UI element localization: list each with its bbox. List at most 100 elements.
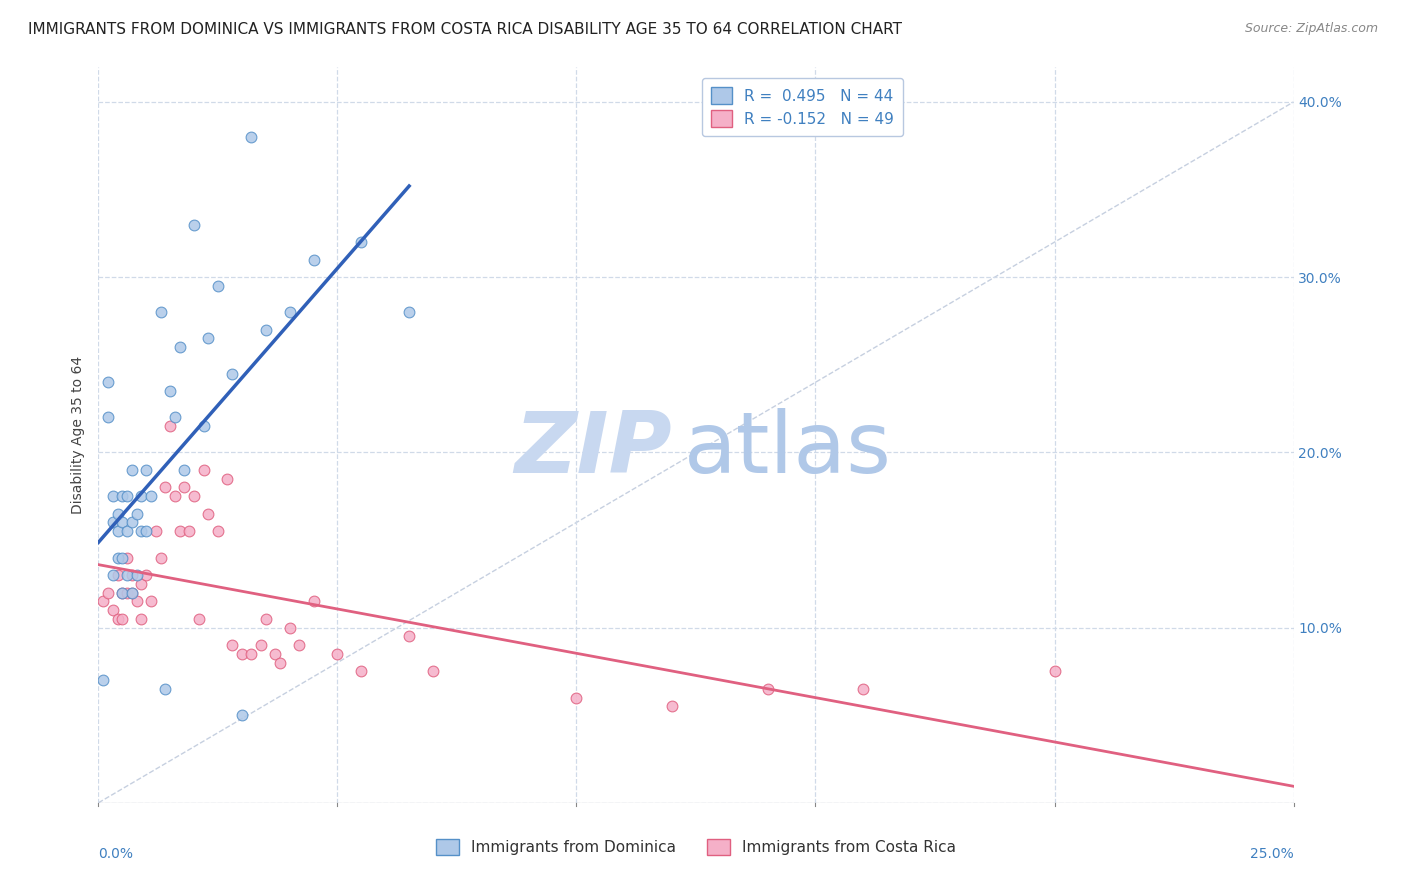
Point [139, 594, 162, 608]
Point [278, 621, 301, 635]
Point [207, 524, 229, 539]
Point [101, 568, 124, 582]
Point [240, 647, 263, 661]
Point [111, 516, 134, 530]
Point [121, 516, 143, 530]
Point [155, 681, 177, 696]
Point [131, 489, 153, 503]
Point [1043, 665, 1066, 679]
Point [131, 576, 153, 591]
Point [398, 629, 420, 643]
Point [155, 480, 177, 494]
Point [115, 550, 138, 565]
Point [173, 480, 195, 494]
Point [565, 690, 588, 705]
Point [111, 489, 134, 503]
Text: IMMIGRANTS FROM DOMINICA VS IMMIGRANTS FROM COSTA RICA DISABILITY AGE 35 TO 64 C: IMMIGRANTS FROM DOMINICA VS IMMIGRANTS F… [28, 22, 903, 37]
Point [217, 472, 239, 486]
Point [115, 568, 138, 582]
Point [149, 305, 172, 319]
Point [115, 585, 138, 599]
Point [169, 340, 191, 354]
Point [111, 612, 134, 626]
Point [135, 524, 157, 539]
Point [125, 568, 148, 582]
Point [91, 673, 114, 687]
Point [97, 376, 120, 390]
Point [125, 507, 148, 521]
Point [278, 305, 301, 319]
Point [125, 594, 148, 608]
Point [111, 585, 134, 599]
Point [121, 585, 143, 599]
Point [149, 550, 172, 565]
Point [173, 463, 195, 477]
Point [756, 681, 779, 696]
Text: ZIP: ZIP [515, 408, 672, 491]
Point [852, 681, 875, 696]
Point [101, 489, 124, 503]
Point [163, 410, 186, 425]
Point [231, 647, 253, 661]
Point [107, 550, 129, 565]
Point [121, 585, 143, 599]
Point [250, 638, 273, 652]
Point [221, 638, 243, 652]
Point [183, 218, 205, 232]
Legend: R =  0.495   N = 44, R = -0.152   N = 49: R = 0.495 N = 44, R = -0.152 N = 49 [702, 78, 904, 136]
Point [111, 585, 134, 599]
Point [163, 489, 186, 503]
Point [115, 489, 138, 503]
Point [131, 612, 153, 626]
Point [326, 647, 349, 661]
Text: Source: ZipAtlas.com: Source: ZipAtlas.com [1244, 22, 1378, 36]
Point [302, 252, 325, 267]
Point [264, 647, 287, 661]
Point [159, 384, 181, 398]
Point [107, 507, 129, 521]
Point [121, 568, 143, 582]
Point [169, 524, 191, 539]
Point [187, 612, 209, 626]
Point [91, 594, 114, 608]
Text: atlas: atlas [685, 408, 891, 491]
Point [254, 323, 277, 337]
Point [131, 524, 153, 539]
Point [254, 612, 277, 626]
Point [197, 331, 219, 345]
Point [121, 463, 143, 477]
Point [97, 585, 120, 599]
Text: 25.0%: 25.0% [1250, 847, 1294, 861]
Point [135, 568, 157, 582]
Point [115, 524, 138, 539]
Point [107, 568, 129, 582]
Point [107, 524, 129, 539]
Point [422, 665, 444, 679]
Point [269, 656, 291, 670]
Point [97, 410, 120, 425]
Point [107, 612, 129, 626]
Point [139, 489, 162, 503]
Point [159, 419, 181, 434]
Point [101, 516, 124, 530]
Point [302, 594, 325, 608]
Point [288, 638, 311, 652]
Point [145, 524, 167, 539]
Point [193, 419, 215, 434]
Point [183, 489, 205, 503]
Point [135, 463, 157, 477]
Point [111, 550, 134, 565]
Point [193, 463, 215, 477]
Point [398, 305, 420, 319]
Y-axis label: Disability Age 35 to 64: Disability Age 35 to 64 [72, 356, 86, 514]
Point [207, 279, 229, 293]
Point [661, 699, 683, 714]
Point [197, 507, 219, 521]
Text: 0.0%: 0.0% [98, 847, 134, 861]
Point [350, 665, 373, 679]
Point [240, 130, 263, 145]
Point [231, 708, 253, 723]
Point [179, 524, 201, 539]
Point [101, 603, 124, 617]
Point [221, 367, 243, 381]
